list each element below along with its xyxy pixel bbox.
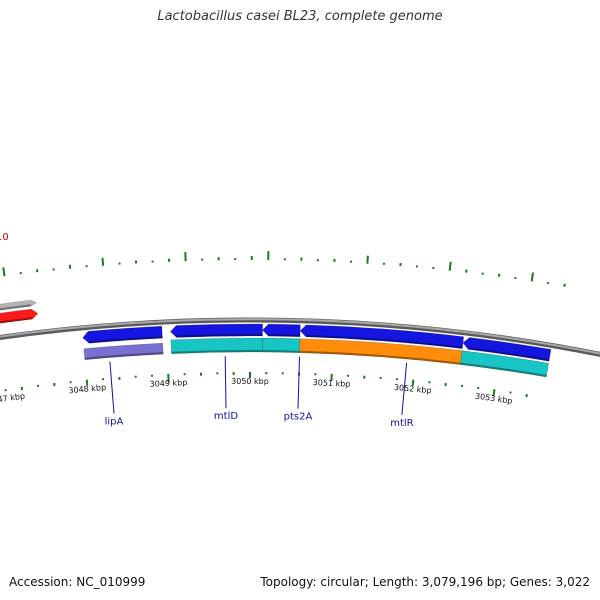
feature-shade: [262, 350, 300, 353]
gc-tick-outer: [101, 257, 105, 266]
feature-shade: [176, 333, 263, 338]
feature-lipA: [82, 325, 163, 344]
gene-label: lipA: [105, 416, 124, 427]
gc-tick-outer: [366, 255, 369, 264]
feature-shade: [460, 362, 547, 377]
feature-LCABL_31010: [0, 308, 39, 324]
genome-backbone: [0, 317, 600, 357]
backbone-line: [0, 318, 600, 355]
feature-shade: [305, 334, 463, 349]
outer-gc-ticks: [2, 251, 566, 287]
axis-tick-label: 3047 kbp: [0, 392, 26, 406]
gene-label-leader: [401, 362, 408, 415]
axis-tick-label: 3050 kbp: [231, 377, 269, 386]
gene-label: LCABL_31010: [0, 232, 9, 243]
axis-tick-label: 3049 kbp: [149, 378, 187, 389]
gene-label-leader: [109, 361, 115, 414]
axis-tick-label: 3053 kbp: [474, 392, 513, 406]
gc-tick-outer: [563, 283, 566, 287]
map-title: Lactobacillus casei BL23, complete genom…: [157, 9, 443, 24]
kbp-axis: 3047 kbp 3048 kbp 3049 kbp 3050 kbp 3051 kbp…: [0, 377, 513, 406]
feature-shade: [0, 317, 33, 324]
gc-tick-inner: [492, 389, 496, 397]
gc-tick-inner: [85, 379, 89, 386]
feature-right-cds: [462, 337, 552, 362]
feature-tracks: [0, 299, 552, 378]
feature-shade: [89, 336, 163, 344]
feature-shade: [268, 334, 301, 337]
axis-tick-label: 3051 kbp: [312, 378, 350, 389]
feature-shade: [84, 352, 164, 360]
gc-tick-inner: [411, 379, 415, 386]
gc-tick-outer: [2, 267, 6, 277]
feature-shade: [468, 347, 550, 362]
gene-label: mtlD: [214, 411, 238, 422]
topology-text: Topology: circular; Length: 3,079,196 bp…: [260, 575, 590, 589]
feature-shade: [299, 350, 461, 365]
gene-label: mtlR: [390, 418, 413, 429]
accession-text: Accession: NC_010999: [9, 575, 146, 589]
feature-shade: [0, 304, 31, 311]
feature-LCABL_31010: [0, 299, 38, 311]
gene-labels: LCABL_31010 lipA mtlD pts2A mtlR: [0, 232, 414, 429]
inner-gc-ticks: [4, 372, 528, 398]
gc-tick-outer: [448, 261, 452, 271]
feature-shade: [171, 349, 263, 354]
feature-right-cog: [460, 350, 549, 378]
axis-tick-label: 3052 kbp: [394, 383, 432, 395]
gene-label-leader: [224, 356, 227, 409]
gene-label-leader: [297, 356, 300, 409]
axis-tick-label: 3048 kbp: [68, 383, 106, 395]
feature-lipA: [83, 342, 164, 361]
gc-tick-outer: [530, 272, 535, 282]
gene-label: pts2A: [284, 412, 313, 423]
